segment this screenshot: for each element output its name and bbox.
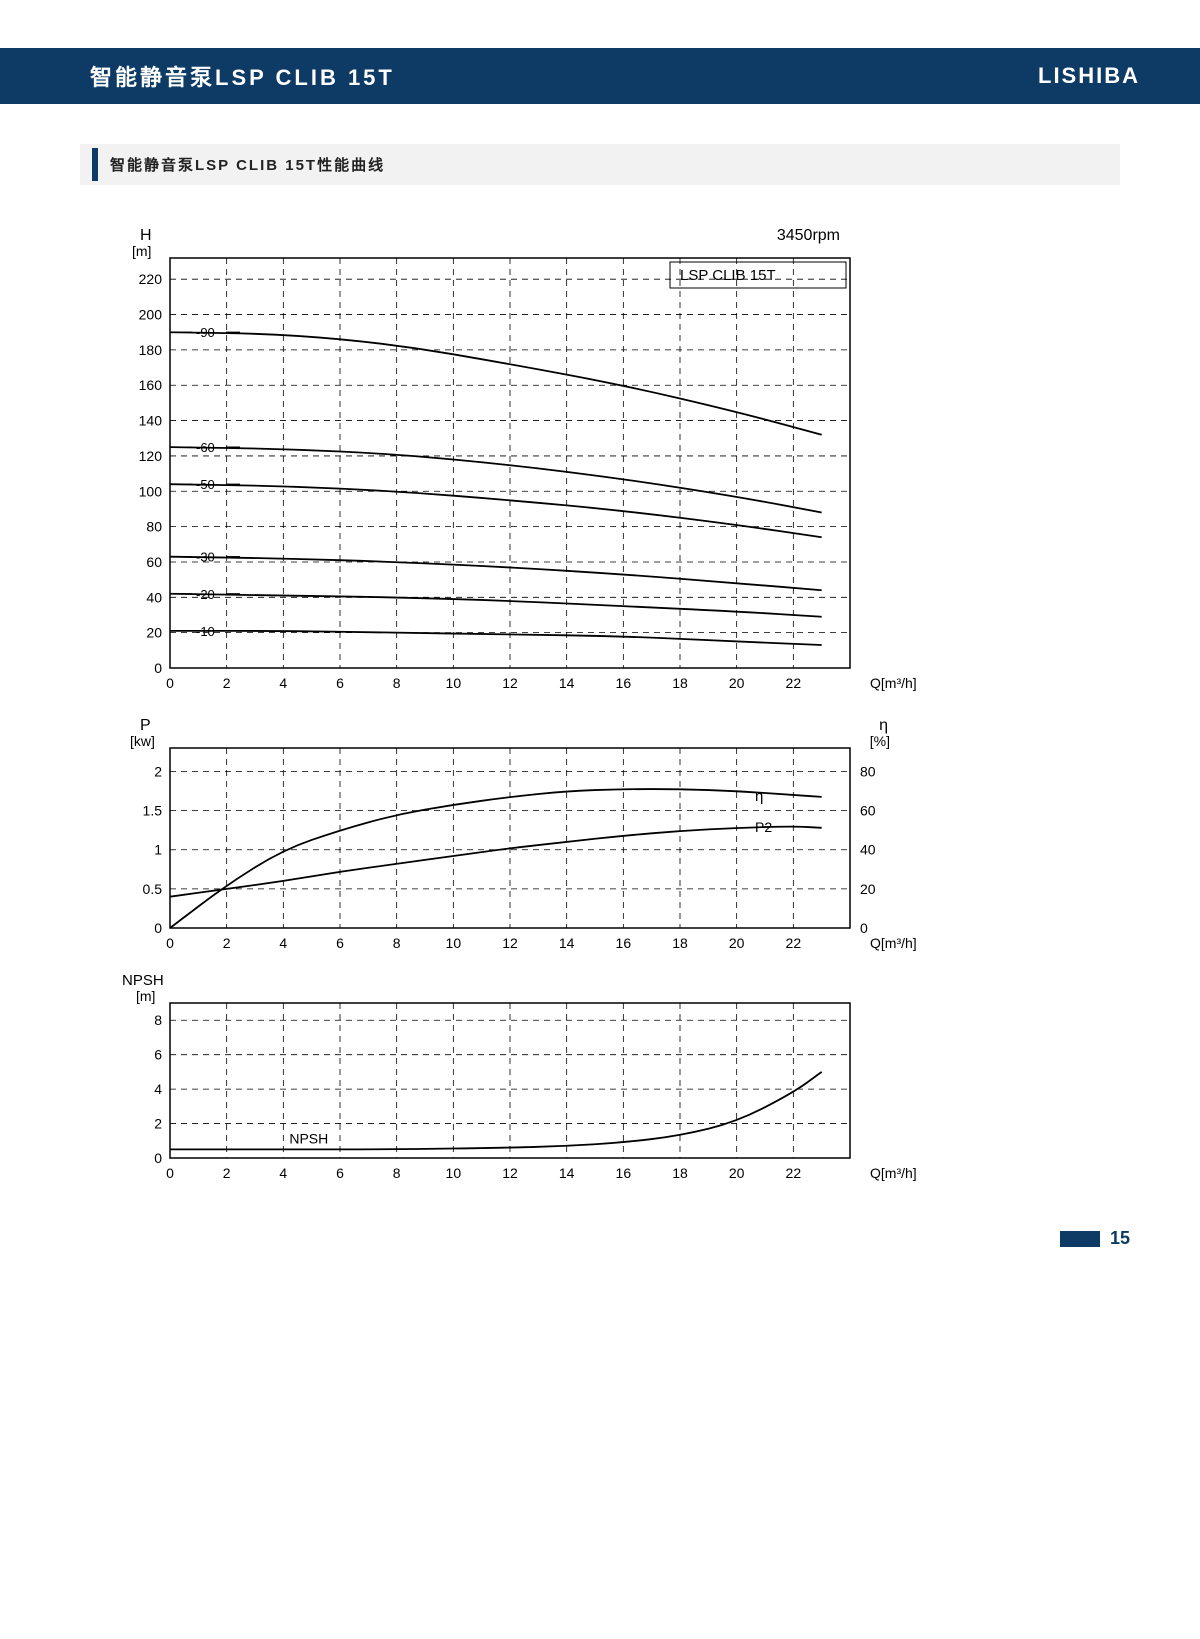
svg-text:14: 14: [559, 675, 575, 691]
svg-text:40: 40: [860, 842, 876, 858]
svg-text:20: 20: [729, 1165, 745, 1181]
svg-text:60: 60: [146, 554, 162, 570]
svg-text:2: 2: [223, 935, 231, 951]
svg-text:-20: -20: [196, 587, 215, 602]
svg-text:140: 140: [139, 413, 163, 429]
svg-text:-10: -10: [196, 624, 215, 639]
svg-text:60: 60: [860, 803, 876, 819]
svg-text:[%]: [%]: [870, 733, 890, 749]
svg-text:-60: -60: [196, 440, 215, 455]
svg-text:14: 14: [559, 935, 575, 951]
svg-text:22: 22: [786, 1165, 802, 1181]
svg-text:4: 4: [279, 935, 287, 951]
svg-text:1: 1: [154, 842, 162, 858]
svg-text:8: 8: [393, 935, 401, 951]
svg-text:20: 20: [729, 935, 745, 951]
svg-text:18: 18: [672, 675, 688, 691]
svg-text:180: 180: [139, 342, 163, 358]
svg-text:P: P: [140, 717, 151, 734]
svg-text:LSP CLIB 15T: LSP CLIB 15T: [680, 267, 776, 284]
svg-text:80: 80: [860, 763, 876, 779]
svg-text:0.5: 0.5: [143, 881, 163, 897]
svg-text:η: η: [755, 788, 763, 805]
svg-text:10: 10: [446, 675, 462, 691]
svg-text:0: 0: [860, 920, 868, 936]
svg-text:-30: -30: [196, 550, 215, 565]
svg-text:0: 0: [166, 675, 174, 691]
page-number: 15: [1110, 1228, 1130, 1249]
svg-text:20: 20: [860, 881, 876, 897]
svg-text:120: 120: [139, 448, 163, 464]
svg-text:16: 16: [616, 1165, 632, 1181]
svg-text:20: 20: [146, 625, 162, 641]
svg-text:η: η: [879, 717, 888, 734]
svg-text:0: 0: [154, 920, 162, 936]
footer-accent: [1060, 1231, 1100, 1247]
svg-text:8: 8: [393, 1165, 401, 1181]
svg-text:8: 8: [393, 675, 401, 691]
svg-text:20: 20: [729, 675, 745, 691]
section-title-bar: 智能静音泵LSP CLIB 15T性能曲线: [80, 144, 1120, 185]
svg-text:12: 12: [502, 1165, 518, 1181]
svg-text:10: 10: [446, 1165, 462, 1181]
svg-text:2: 2: [223, 675, 231, 691]
svg-text:22: 22: [786, 935, 802, 951]
svg-text:H: H: [140, 227, 152, 244]
svg-text:0: 0: [166, 1165, 174, 1181]
svg-text:6: 6: [336, 675, 344, 691]
svg-text:3450rpm: 3450rpm: [777, 227, 840, 244]
svg-text:12: 12: [502, 935, 518, 951]
svg-text:[kw]: [kw]: [130, 733, 155, 749]
svg-text:1.5: 1.5: [143, 803, 163, 819]
svg-text:18: 18: [672, 935, 688, 951]
svg-text:4: 4: [279, 1165, 287, 1181]
svg-text:40: 40: [146, 589, 162, 605]
svg-text:0: 0: [154, 660, 162, 676]
svg-text:2: 2: [223, 1165, 231, 1181]
svg-text:Q[m³/h]: Q[m³/h]: [870, 935, 917, 951]
svg-text:10: 10: [446, 935, 462, 951]
svg-text:0: 0: [166, 935, 174, 951]
svg-text:100: 100: [139, 483, 163, 499]
section-title: 智能静音泵LSP CLIB 15T性能曲线: [92, 148, 1120, 181]
svg-text:6: 6: [154, 1047, 162, 1063]
svg-text:14: 14: [559, 1165, 575, 1181]
svg-text:Q[m³/h]: Q[m³/h]: [870, 675, 917, 691]
chart-npsh: NPSH[m]024680246810121416182022Q[m³/h]NP…: [90, 963, 950, 1183]
svg-text:NPSH: NPSH: [289, 1130, 328, 1146]
svg-text:-90: -90: [196, 325, 215, 340]
svg-text:6: 6: [336, 935, 344, 951]
svg-text:P2: P2: [755, 819, 772, 835]
svg-text:16: 16: [616, 675, 632, 691]
svg-text:0: 0: [154, 1150, 162, 1166]
svg-text:16: 16: [616, 935, 632, 951]
page-footer: 15: [0, 1208, 1200, 1289]
svg-text:[m]: [m]: [136, 988, 155, 1004]
svg-text:2: 2: [154, 1116, 162, 1132]
chart-head-flow: H[m]3450rpmLSP CLIB 15T02040608010012014…: [90, 213, 950, 703]
page-title: 智能静音泵LSP CLIB 15T: [90, 60, 395, 92]
svg-text:4: 4: [154, 1081, 162, 1097]
svg-text:160: 160: [139, 377, 163, 393]
svg-text:200: 200: [139, 307, 163, 323]
svg-text:6: 6: [336, 1165, 344, 1181]
svg-text:[m]: [m]: [132, 243, 151, 259]
svg-text:22: 22: [786, 675, 802, 691]
svg-text:80: 80: [146, 519, 162, 535]
svg-text:Q[m³/h]: Q[m³/h]: [870, 1165, 917, 1181]
svg-text:220: 220: [139, 271, 163, 287]
svg-text:4: 4: [279, 675, 287, 691]
svg-text:2: 2: [154, 763, 162, 779]
svg-text:12: 12: [502, 675, 518, 691]
svg-text:NPSH: NPSH: [122, 972, 164, 989]
svg-text:18: 18: [672, 1165, 688, 1181]
brand-logo: LISHIBA: [1038, 63, 1140, 89]
chart-power-efficiency: P[kw]η[%]00.511.520204060800246810121416…: [90, 708, 950, 958]
page-header: 智能静音泵LSP CLIB 15T LISHIBA: [0, 48, 1200, 104]
svg-text:-50: -50: [196, 477, 215, 492]
svg-text:8: 8: [154, 1012, 162, 1028]
